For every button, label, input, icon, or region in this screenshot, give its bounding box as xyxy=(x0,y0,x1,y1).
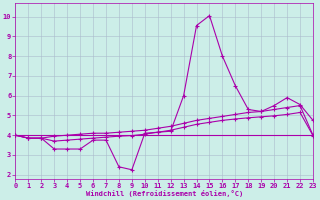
X-axis label: Windchill (Refroidissement éolien,°C): Windchill (Refroidissement éolien,°C) xyxy=(85,190,243,197)
